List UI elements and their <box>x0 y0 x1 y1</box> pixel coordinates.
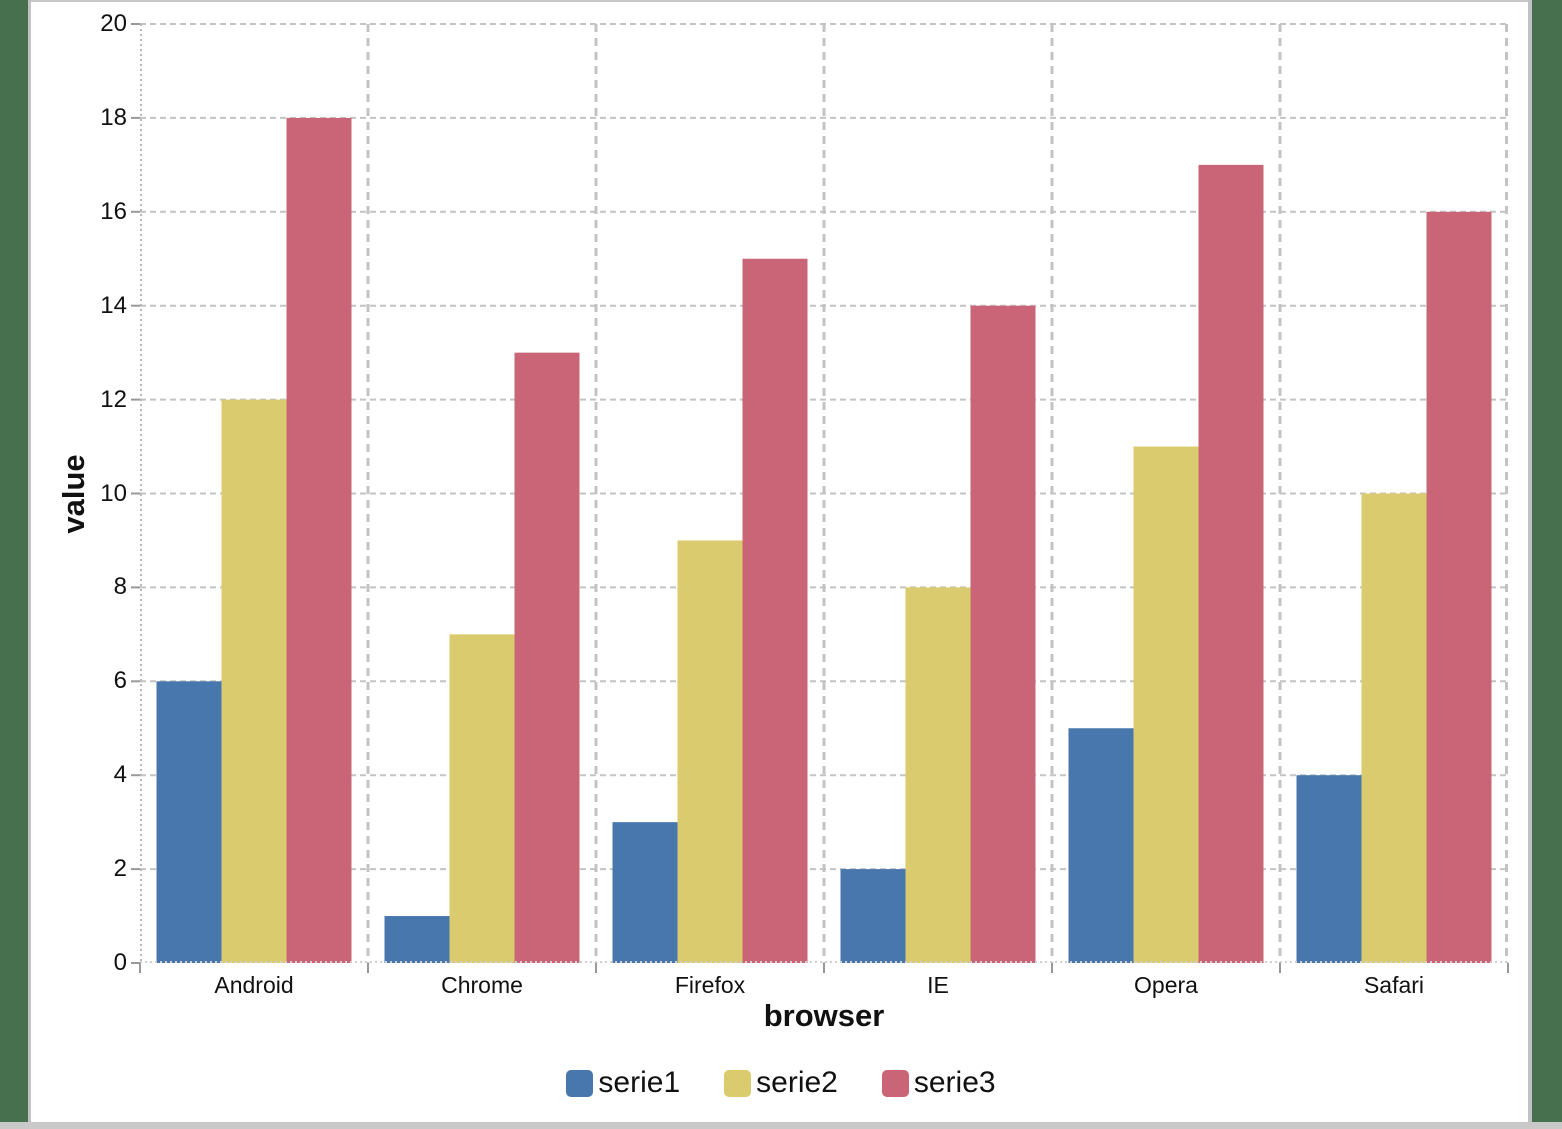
bar-serie1-ie <box>840 869 906 963</box>
window-border-right <box>1528 0 1532 1122</box>
y-tick-label-18: 18 <box>100 103 127 131</box>
bar-serie2-ie <box>905 587 971 963</box>
x-category-label-android: Android <box>214 972 294 998</box>
bar-serie2-chrome <box>449 634 515 963</box>
y-tick-label-10: 10 <box>100 479 127 507</box>
legend-label-serie3: serie3 <box>913 1066 996 1099</box>
y-tick-label-2: 2 <box>113 855 127 883</box>
y-tick-label-8: 8 <box>113 573 127 601</box>
legend-label-serie1: serie1 <box>598 1066 681 1099</box>
plot-svg <box>131 23 1509 973</box>
y-tick-label-16: 16 <box>100 197 127 225</box>
chart-legend: serie1 serie2 serie3 <box>0 1066 1562 1100</box>
x-category-label-firefox: Firefox <box>674 972 746 998</box>
legend-item-serie2: serie2 <box>724 1066 838 1100</box>
bar-serie3-android <box>286 117 352 963</box>
bar-serie1-opera <box>1068 728 1134 963</box>
bar-serie3-ie <box>970 305 1036 963</box>
bar-serie3-opera <box>1198 164 1264 964</box>
desktop-background-left <box>0 0 28 1122</box>
y-tick-label-6: 6 <box>113 667 127 695</box>
y-tick-label-0: 0 <box>113 949 127 976</box>
window-border-left <box>28 0 31 1122</box>
bar-serie1-safari <box>1296 775 1362 963</box>
legend-swatch-serie2 <box>724 1069 752 1097</box>
bar-serie1-chrome <box>384 916 450 963</box>
x-axis-labels: Android Chrome Firefox IE Opera Safari <box>140 972 1508 1002</box>
bar-serie2-android <box>221 399 287 964</box>
legend-item-serie3: serie3 <box>881 1066 996 1100</box>
bar-serie2-firefox <box>677 540 743 963</box>
y-tick-label-4: 4 <box>113 761 127 789</box>
window-border-bottom <box>0 1122 1562 1129</box>
bar-serie1-firefox <box>612 822 678 963</box>
y-tick-label-12: 12 <box>100 385 127 413</box>
x-category-label-safari: Safari <box>1363 972 1425 998</box>
x-axis-title: browser <box>763 998 885 1033</box>
x-category-label-ie: IE <box>927 972 949 998</box>
bar-serie3-chrome <box>514 352 580 963</box>
plot-area <box>131 23 1509 973</box>
y-tick-label-14: 14 <box>100 291 127 319</box>
bar-serie1-android <box>156 681 222 963</box>
bar-serie2-opera <box>1133 446 1199 963</box>
legend-swatch-serie3 <box>881 1069 909 1097</box>
y-tick-label-20: 20 <box>100 10 127 37</box>
legend-item-serie1: serie1 <box>566 1066 680 1100</box>
x-category-label-chrome: Chrome <box>441 972 523 998</box>
window-border-top <box>31 0 1528 2</box>
y-axis-labels: 0 2 4 6 8 10 12 14 16 18 20 <box>0 0 140 1000</box>
bar-serie3-firefox <box>742 258 808 963</box>
legend-swatch-serie1 <box>566 1069 594 1097</box>
bar-serie3-safari <box>1426 211 1492 964</box>
x-category-label-opera: Opera <box>1134 972 1198 998</box>
legend-label-serie2: serie2 <box>756 1066 838 1099</box>
desktop-background-right <box>1532 0 1562 1122</box>
bar-serie2-safari <box>1361 493 1427 963</box>
